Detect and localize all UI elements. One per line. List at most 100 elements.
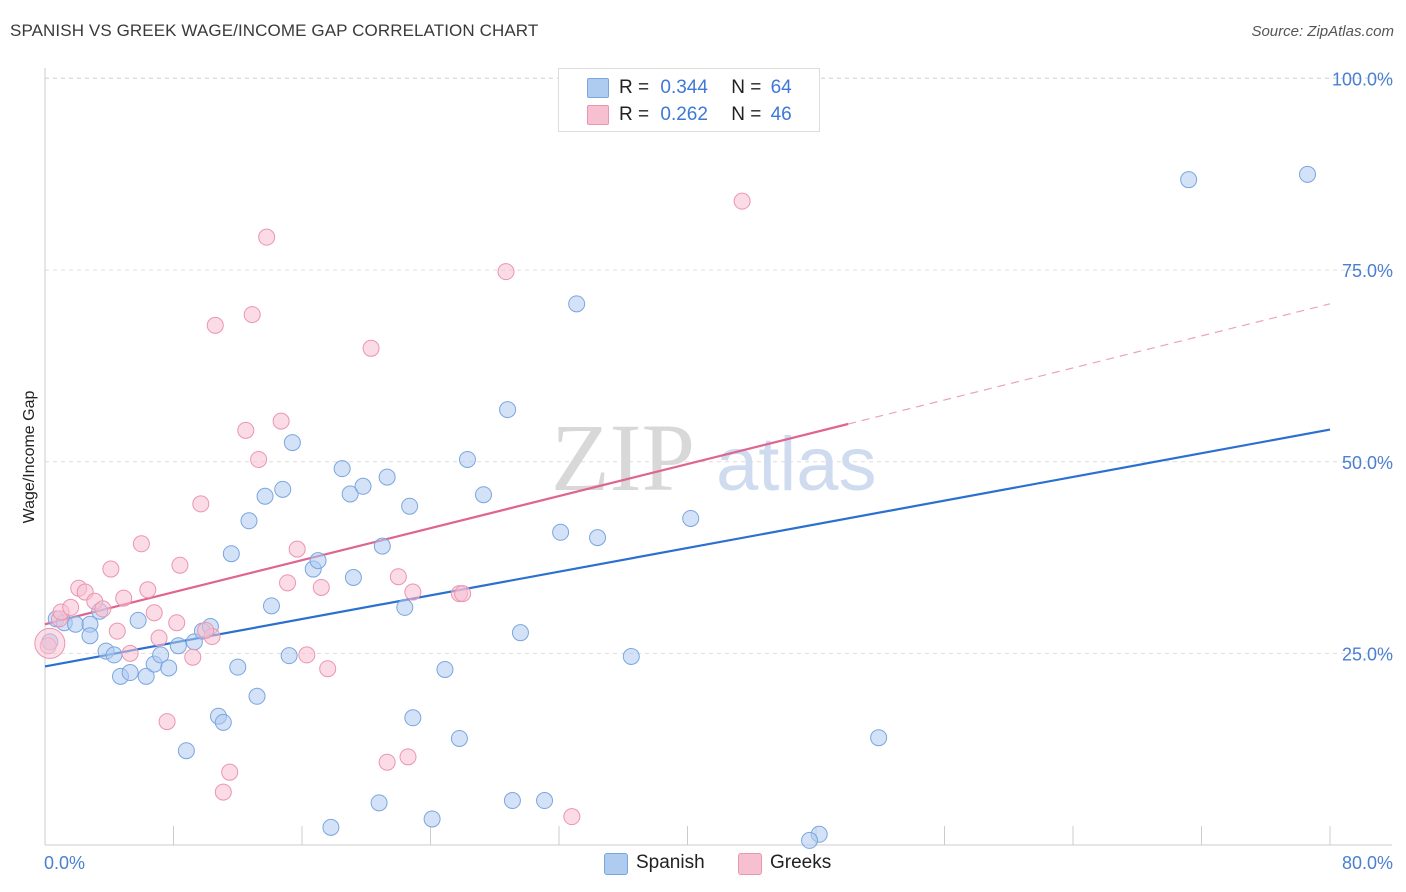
watermark-atlas: atlas <box>716 422 877 507</box>
legend-r-label: R = <box>619 77 650 98</box>
point-spanish <box>152 646 170 664</box>
watermark-zip: ZIP <box>551 404 695 511</box>
point-spanish <box>169 637 187 655</box>
point-spanish <box>801 831 819 849</box>
point-spanish <box>396 598 414 616</box>
correlation-legend: R = 0.344 N = 64 R = 0.262 N = 46 <box>558 68 820 132</box>
point-spanish <box>373 537 391 555</box>
point-spanish <box>274 480 292 498</box>
point-greeks <box>272 412 290 430</box>
point-greeks <box>258 228 276 246</box>
legend-swatch-spanish <box>587 78 609 98</box>
point-spanish <box>280 647 298 665</box>
point-greeks <box>221 763 239 781</box>
point-greeks <box>192 495 210 513</box>
point-greeks <box>362 339 380 357</box>
point-spanish <box>378 468 396 486</box>
point-spanish <box>240 512 258 530</box>
point-greeks <box>243 306 261 324</box>
point-spanish <box>499 401 517 419</box>
point-spanish <box>436 660 454 678</box>
point-spanish <box>458 450 476 468</box>
legend-n-label: N = <box>731 77 762 98</box>
y-axis-tick-labels: 25.0% 50.0% 75.0% 100.0% <box>1332 70 1393 665</box>
point-spanish <box>309 552 327 570</box>
point-spanish <box>503 792 521 810</box>
point-spanish <box>262 597 280 615</box>
point-spanish <box>81 627 99 645</box>
legend-swatch-greeks <box>587 105 609 125</box>
point-spanish <box>283 434 301 452</box>
y-tick-label: 50.0% <box>1342 453 1393 473</box>
point-greeks <box>206 316 224 334</box>
point-spanish <box>67 615 85 633</box>
point-spanish <box>404 709 422 727</box>
point-spanish <box>222 545 240 563</box>
point-spanish <box>256 487 274 505</box>
point-spanish <box>682 509 700 527</box>
point-greeks <box>404 583 422 601</box>
point-spanish <box>105 646 123 664</box>
point-greeks <box>378 753 396 771</box>
point-spanish <box>333 460 351 478</box>
source-credit: Source: ZipAtlas.com <box>1251 23 1394 40</box>
legend-r-value: 0.262 <box>660 104 708 125</box>
x-tick-label-min: 0.0% <box>44 853 85 873</box>
trend-line-greeks <box>44 422 849 626</box>
point-greeks <box>237 421 255 439</box>
point-spanish <box>511 624 529 642</box>
point-greeks <box>733 192 751 210</box>
point-greeks <box>454 585 472 603</box>
point-greeks <box>132 535 150 553</box>
point-greeks <box>158 713 176 731</box>
point-spanish <box>370 794 388 812</box>
point-greeks <box>150 629 168 647</box>
point-spanish <box>137 667 155 685</box>
point-greeks <box>312 578 330 596</box>
point-spanish <box>450 729 468 747</box>
points-greeks <box>34 192 751 826</box>
point-spanish <box>475 486 493 504</box>
point-spanish <box>568 295 586 313</box>
point-spanish <box>536 792 554 810</box>
point-greeks <box>197 621 215 639</box>
y-tick-label: 75.0% <box>1342 261 1393 281</box>
point-cluster-origin <box>34 627 66 659</box>
point-greeks <box>62 598 80 616</box>
gridlines <box>45 77 1392 654</box>
bottom-legend-label-greeks: Greeks <box>770 852 832 873</box>
point-spanish <box>177 742 195 760</box>
point-spanish <box>423 810 441 828</box>
point-spanish <box>622 647 640 665</box>
point-greeks <box>102 560 120 578</box>
point-greeks <box>279 574 297 592</box>
point-greeks <box>115 589 133 607</box>
legend-r-label: R = <box>619 104 650 125</box>
bottom-legend-label-spanish: Spanish <box>636 852 705 873</box>
point-spanish <box>229 658 247 676</box>
point-greeks <box>399 748 417 766</box>
point-greeks <box>563 808 581 826</box>
chart-title: SPANISH VS GREEK WAGE/INCOME GAP CORRELA… <box>10 21 539 40</box>
point-greeks <box>168 614 186 632</box>
points-spanish <box>41 165 1317 849</box>
point-spanish <box>248 687 266 705</box>
point-spanish <box>1180 171 1198 189</box>
point-greeks <box>214 783 232 801</box>
point-spanish <box>322 818 340 836</box>
bottom-legend-swatch-spanish <box>604 853 628 875</box>
point-greeks <box>121 644 139 662</box>
point-greeks <box>145 604 163 622</box>
point-greeks <box>389 568 407 586</box>
y-axis-title: Wage/Income Gap <box>21 391 38 524</box>
point-spanish <box>341 485 359 503</box>
legend-r-value: 0.344 <box>660 77 708 98</box>
point-spanish <box>129 611 147 629</box>
point-spanish <box>589 529 607 547</box>
point-spanish <box>870 729 888 747</box>
bottom-legend-swatch-greeks <box>738 853 762 875</box>
point-greeks <box>139 581 157 599</box>
point-greeks <box>497 263 515 281</box>
trend-line-spanish <box>44 428 1331 668</box>
